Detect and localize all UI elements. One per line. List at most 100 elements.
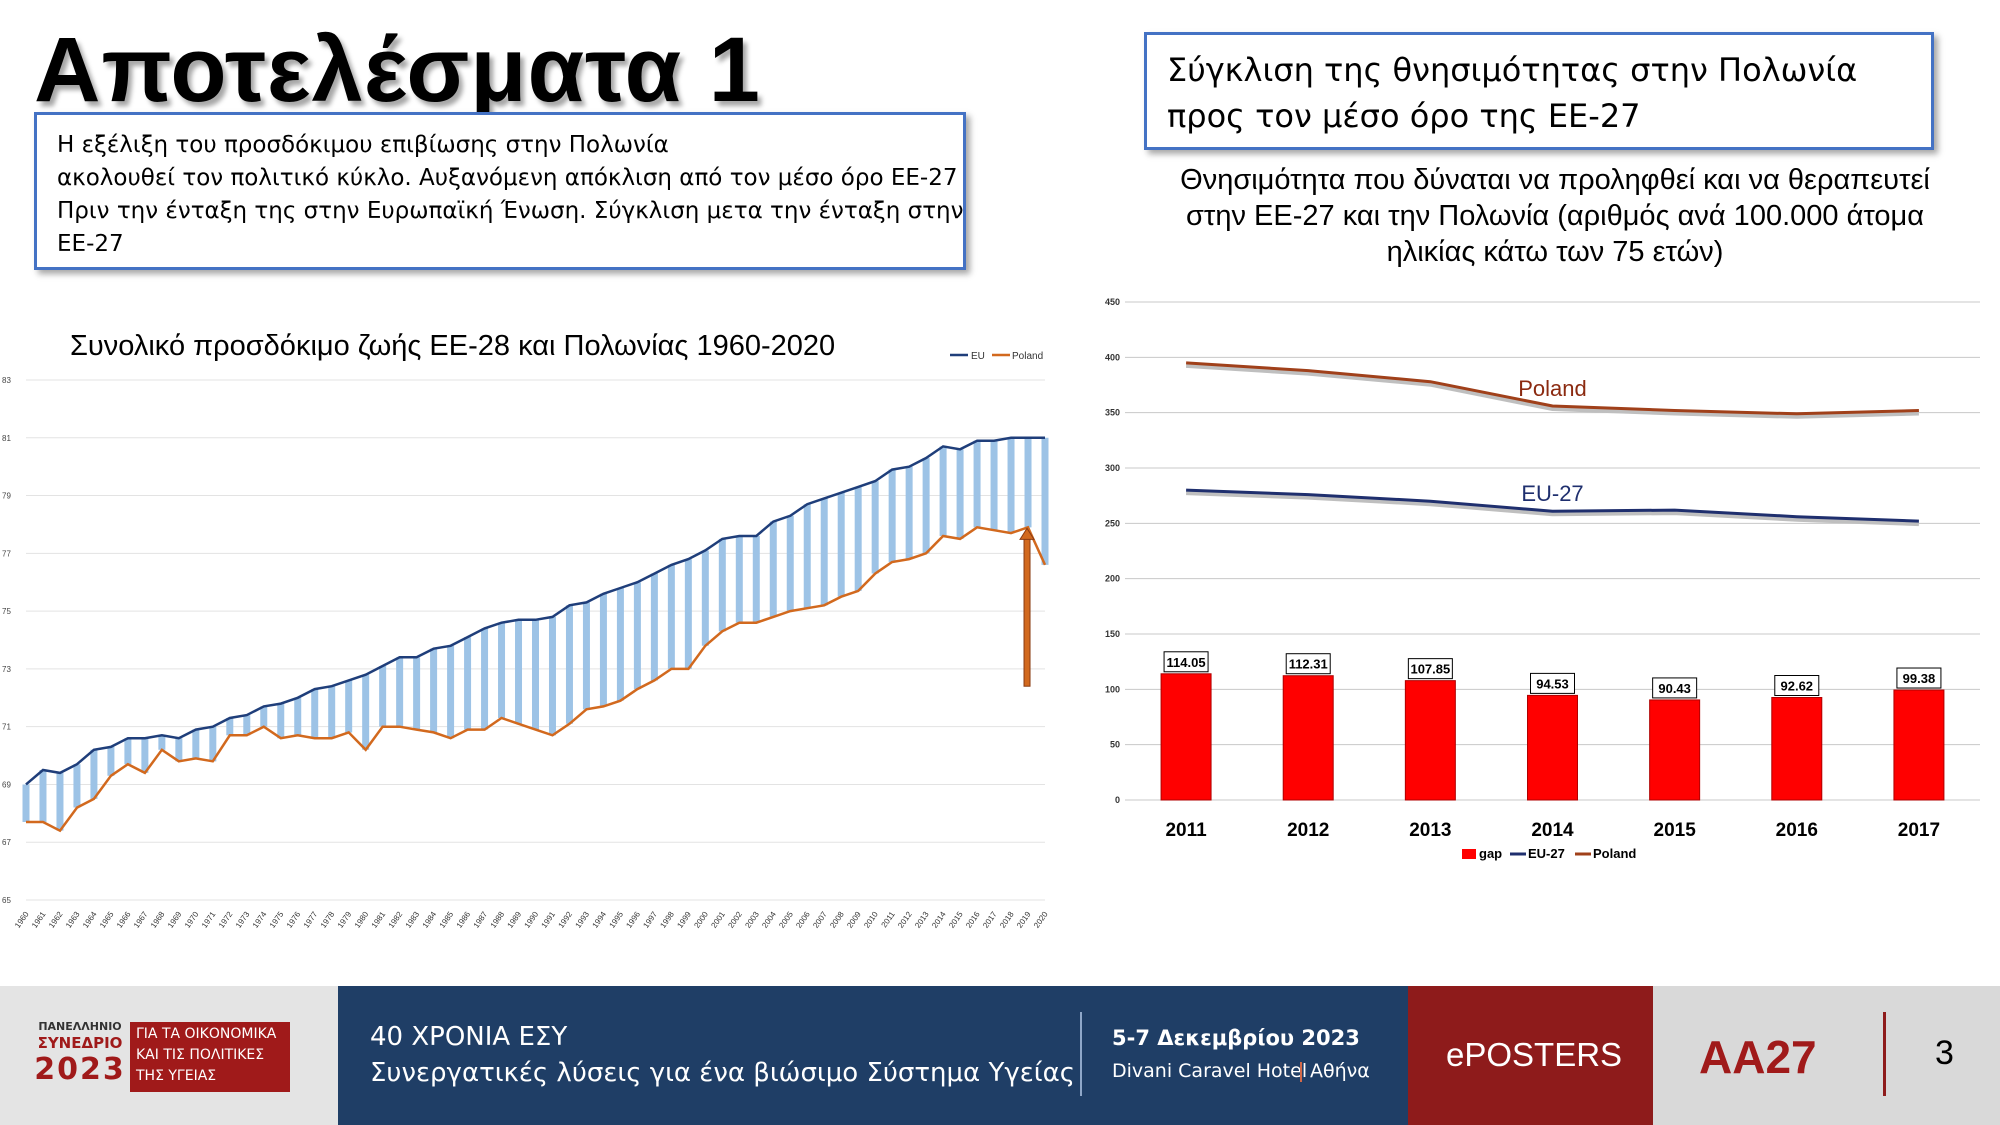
code-divider — [1883, 1012, 1886, 1096]
x-tick-label: 1986 — [455, 910, 473, 930]
data-label: 90.43 — [1658, 681, 1691, 696]
data-label-box — [1285, 653, 1331, 675]
x-tick-label: 1961 — [30, 910, 48, 930]
x-tick-label: 1996 — [624, 910, 642, 930]
y-tick-label: 83 — [2, 376, 11, 385]
x-tick-label: 1989 — [506, 910, 524, 930]
eposters-area: ePOSTERS — [1408, 986, 1653, 1125]
y-tick-label: 77 — [2, 549, 11, 558]
gap-bar — [1404, 680, 1456, 801]
x-tick-label: 1963 — [64, 910, 82, 930]
data-label-box — [1896, 667, 1942, 689]
x-tick-label: 1998 — [658, 910, 676, 930]
x-tick-label: 2017 — [981, 910, 999, 930]
x-tick-label: 1976 — [285, 910, 303, 930]
y-tick-label: 250 — [1105, 518, 1120, 528]
convergence-line: προς τον μέσο όρο της ΕΕ-27 — [1167, 97, 1641, 135]
page-number: 3 — [1935, 1034, 1954, 1072]
x-tick-label: 2014 — [930, 910, 948, 930]
gap-bar — [1649, 699, 1701, 801]
x-tick-label: 1978 — [319, 910, 337, 930]
y-tick-label: 50 — [1110, 740, 1120, 750]
x-tick-label: 1962 — [47, 910, 65, 930]
x-tick-label: 2014 — [1531, 820, 1574, 841]
intro-line: ακολουθεί τον πολιτικό κύκλο. Αυξανόμενη… — [57, 165, 958, 191]
data-label: 92.62 — [1781, 679, 1814, 694]
x-tick-label: 1993 — [574, 910, 592, 930]
x-tick-label: 1960 — [13, 910, 31, 930]
y-tick-label: 150 — [1105, 629, 1120, 639]
x-tick-label: 1982 — [387, 910, 405, 930]
data-label-box — [1407, 658, 1453, 680]
legend-eu-label: EU — [971, 351, 985, 362]
data-label: 94.53 — [1536, 676, 1569, 691]
x-tick-label: 1979 — [336, 910, 354, 930]
logo-side-line: ΓΙΑ ΤΑ ΟΙΚΟΝΟΜΙΚΑ — [136, 1026, 277, 1042]
x-tick-label: 1994 — [590, 910, 608, 930]
y-tick-label: 350 — [1105, 408, 1120, 418]
x-tick-label: 1995 — [607, 910, 625, 930]
x-tick-label: 2017 — [1898, 820, 1940, 841]
mortality-chart-title-line: Θνησιμότητα που δύναται να προληφθεί και… — [1180, 164, 1930, 196]
x-tick-label: 2013 — [1409, 820, 1451, 841]
poster-code: AA27 — [1699, 1031, 1817, 1083]
x-tick-label: 1966 — [115, 910, 133, 930]
intro-text-box: Η εξέλιξη του προσδόκιμου επιβίωσης στην… — [34, 112, 966, 270]
x-tick-label: 2011 — [880, 910, 898, 930]
x-tick-label: 2016 — [1776, 820, 1818, 841]
x-tick-label: 1970 — [183, 910, 201, 930]
eu-series-line — [1186, 488, 1919, 523]
logo-line2: ΣΥΝΕΔΡΙΟ — [37, 1034, 123, 1052]
arrow-head — [1019, 527, 1035, 540]
x-tick-label: 2005 — [777, 910, 795, 930]
x-tick-label: 2013 — [913, 910, 931, 930]
x-tick-label: 2000 — [692, 910, 710, 930]
x-tick-label: 1975 — [268, 910, 286, 930]
x-tick-label: 1981 — [370, 910, 388, 930]
logo-side-line: ΤΗΣ ΥΓΕΙΑΣ — [136, 1068, 217, 1084]
arrow-shaft — [1023, 536, 1031, 687]
life-expectancy-chart-title: Συνολικό προσδόκιμο ζωής ΕΕ-28 και Πολων… — [70, 330, 836, 362]
data-label-box — [1652, 677, 1698, 699]
congress-title: 40 ΧΡΟΝΙΑ ΕΣΥ — [370, 1022, 568, 1052]
x-tick-label: 1964 — [81, 910, 99, 930]
x-tick-label: 2009 — [845, 910, 863, 930]
x-tick-label: 1974 — [251, 910, 269, 930]
gap-bar — [1282, 675, 1334, 801]
y-tick-label: 75 — [2, 607, 11, 616]
x-tick-label: 2015 — [947, 910, 965, 930]
page-title: Αποτελέσματα 1 — [34, 19, 761, 121]
legend-poland-label: Poland — [1593, 846, 1636, 861]
convergence-text-box: Σύγκλιση της θνησιμότητας στην Πολωνία π… — [1144, 32, 1934, 150]
mortality-chart-title-line: ηλικίας κάτω των 75 ετών) — [1386, 236, 1724, 268]
x-tick-label: 2011 — [1165, 820, 1207, 841]
gap-bar — [1160, 673, 1212, 801]
y-tick-label: 300 — [1105, 463, 1120, 473]
x-tick-label: 1987 — [472, 910, 490, 930]
y-tick-label: 200 — [1105, 574, 1120, 584]
logo-line1: ΠΑΝΕΛΛΗΝΙΟ — [38, 1020, 122, 1033]
poster-code-area: AA27 3 — [1653, 986, 2000, 1125]
data-label: 114.05 — [1167, 655, 1206, 670]
x-tick-label: 1968 — [149, 910, 167, 930]
x-tick-label: 2019 — [1015, 910, 1033, 930]
gap-bar — [1893, 689, 1945, 801]
x-tick-label: 2006 — [794, 910, 812, 930]
y-tick-label: 67 — [2, 838, 11, 847]
legend-eu-label: EU-27 — [1528, 846, 1565, 861]
x-tick-label: 1977 — [302, 910, 320, 930]
data-label: 107.85 — [1410, 662, 1450, 677]
x-tick-label: 1985 — [438, 910, 456, 930]
x-tick-label: 1973 — [234, 910, 252, 930]
x-tick-label: 1988 — [489, 910, 507, 930]
intro-line: Πριν την ένταξη της στην Ευρωπαϊκή Ένωση… — [57, 198, 964, 224]
x-tick-label: 1969 — [166, 910, 184, 930]
x-tick-label: 2020 — [1032, 910, 1050, 930]
y-tick-label: 81 — [2, 434, 11, 443]
x-tick-label: 2012 — [896, 910, 914, 930]
x-tick-label: 1990 — [523, 910, 541, 930]
intro-line: ΕΕ-27 — [57, 231, 124, 257]
data-label-box — [1530, 672, 1575, 694]
y-tick-label: 73 — [2, 665, 11, 674]
x-tick-label: 1980 — [353, 910, 371, 930]
